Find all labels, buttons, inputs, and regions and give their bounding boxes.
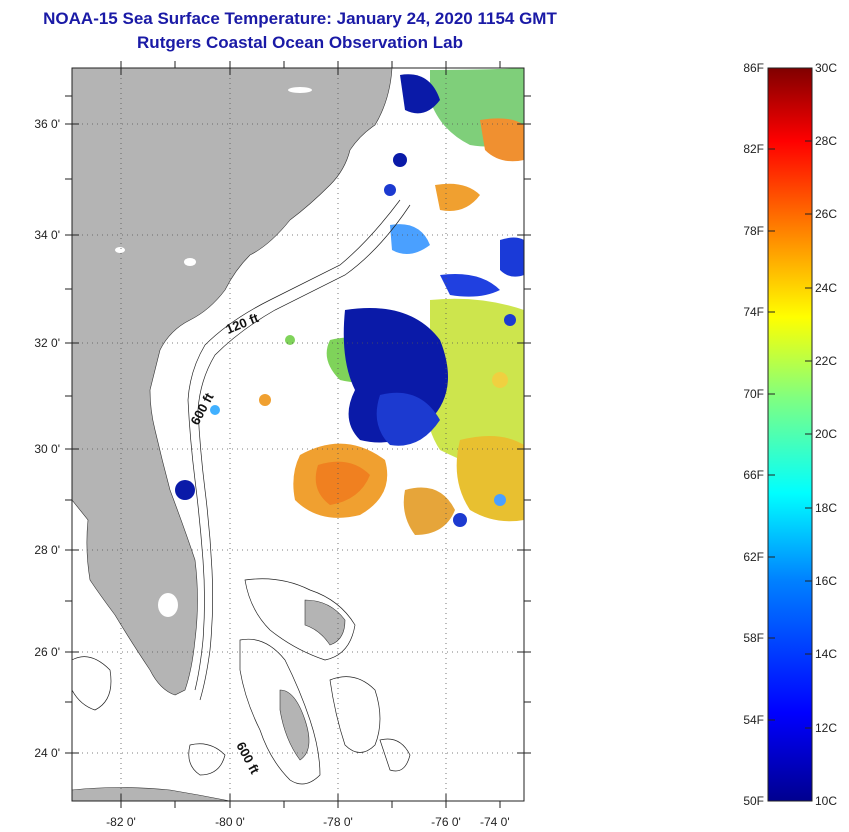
lon-label: -74 0'	[480, 815, 510, 829]
scale-label-f: 82F	[743, 142, 764, 156]
lon-label: -82 0'	[106, 815, 136, 829]
lon-label: -78 0'	[323, 815, 353, 829]
lat-label: 30 0'	[34, 442, 60, 456]
cuba-land	[72, 787, 231, 801]
scale-label-f: 78F	[743, 224, 764, 238]
scale-label-c: 10C	[815, 794, 837, 808]
scale-label-c: 30C	[815, 61, 837, 75]
lat-label: 36 0'	[34, 117, 60, 131]
lat-label: 24 0'	[34, 746, 60, 760]
lon-label: -80 0'	[215, 815, 245, 829]
scale-label-f: 62F	[743, 550, 764, 564]
us-mainland	[72, 68, 393, 696]
axis-ticks	[65, 61, 531, 808]
scale-label-f: 58F	[743, 631, 764, 645]
scale-label-c: 16C	[815, 574, 837, 588]
sst-swath	[175, 68, 524, 548]
lat-label: 32 0'	[34, 336, 60, 350]
scale-label-f: 50F	[743, 794, 764, 808]
scale-label-f: 86F	[743, 61, 764, 75]
lat-lon-grid	[72, 68, 524, 801]
lon-label: -76 0'	[431, 815, 461, 829]
scale-label-f: 70F	[743, 387, 764, 401]
scale-label-f: 74F	[743, 305, 764, 319]
scale-label-c: 14C	[815, 647, 837, 661]
scale-label-f: 66F	[743, 468, 764, 482]
bahamas-land	[304, 599, 346, 646]
map-title: NOAA-15 Sea Surface Temperature: January…	[43, 9, 557, 28]
lake-okeechobee	[158, 593, 178, 617]
depth-contours	[72, 199, 411, 785]
scale-label-f: 54F	[743, 713, 764, 727]
scale-label-c: 18C	[815, 501, 837, 515]
scale-label-c: 28C	[815, 134, 837, 148]
scale-label-c: 12C	[815, 721, 837, 735]
scale-label-c: 24C	[815, 281, 837, 295]
map-frame	[71, 67, 525, 802]
lat-label: 34 0'	[34, 228, 60, 242]
scale-label-c: 22C	[815, 354, 837, 368]
color-scale-bar	[767, 67, 813, 802]
scale-label-c: 20C	[815, 427, 837, 441]
sst-map: 120 ft 600 ft 600 ft 36 0' 34 0' 32 0' 3…	[34, 61, 531, 829]
lat-label: 28 0'	[34, 543, 60, 557]
lat-label: 26 0'	[34, 645, 60, 659]
map-subtitle: Rutgers Coastal Ocean Observation Lab	[137, 33, 463, 52]
scale-label-c: 26C	[815, 207, 837, 221]
